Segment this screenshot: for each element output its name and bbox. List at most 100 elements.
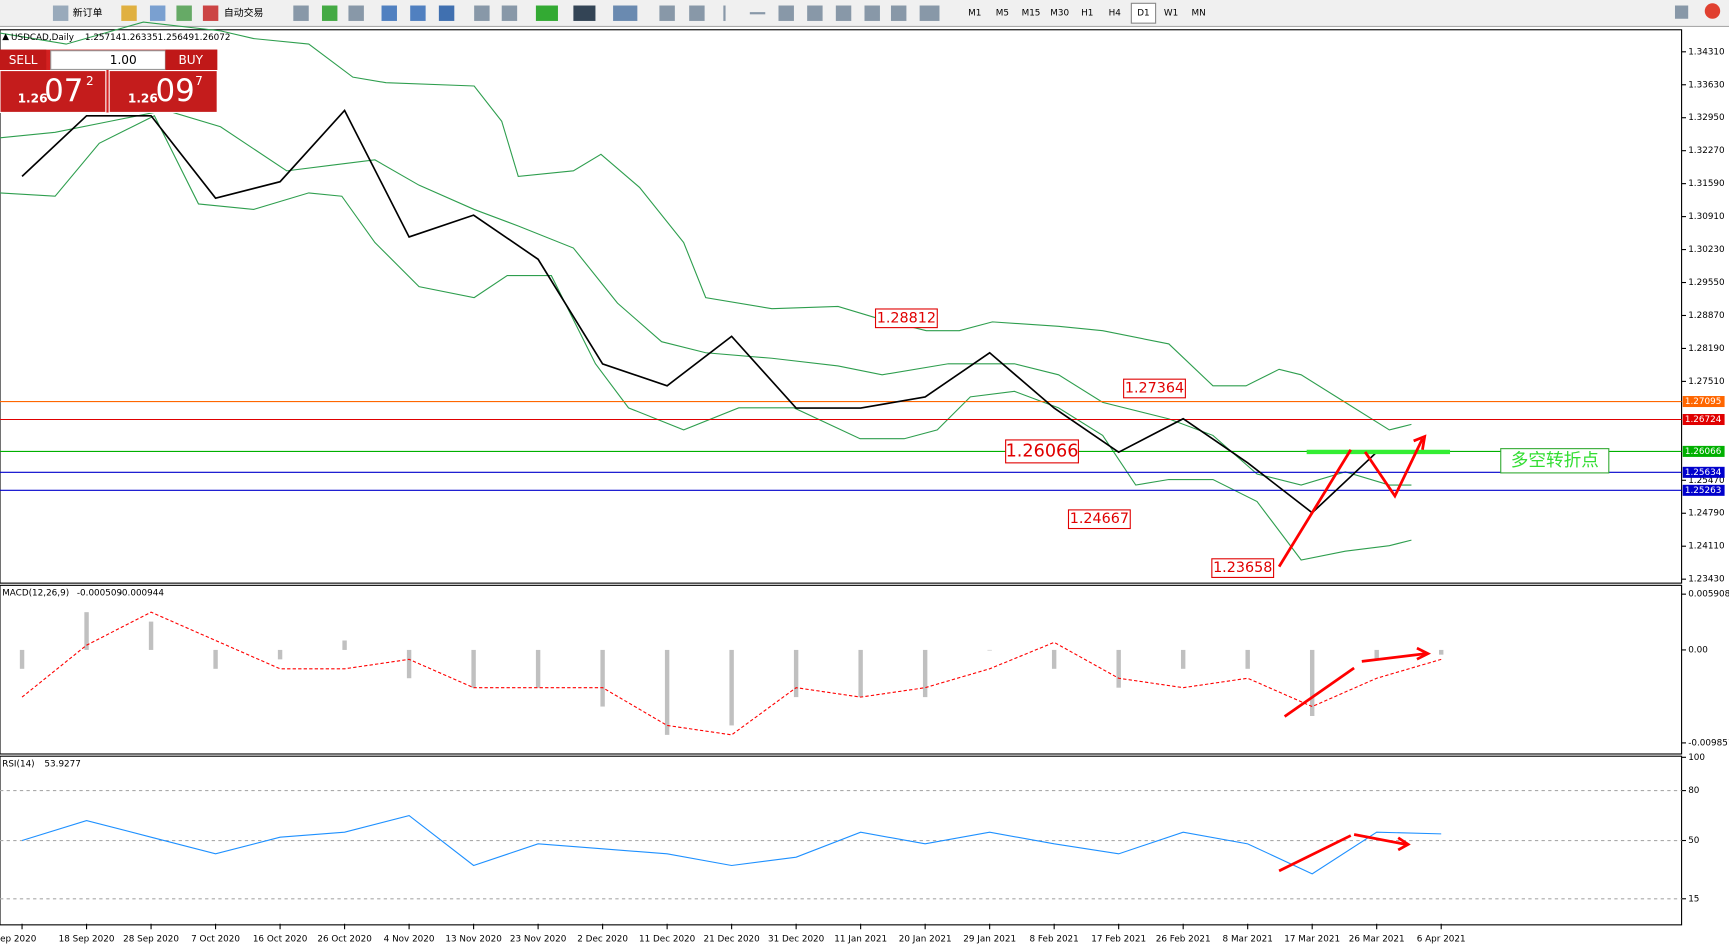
x-tick-label: 17 Mar 2021 — [1284, 935, 1340, 945]
histogram-bar — [19, 649, 25, 669]
price-annotation: 1.24667 — [1070, 511, 1129, 527]
timeframe[interactable]: H1 — [1081, 9, 1093, 19]
y-tick-label: 1.34310 — [1688, 47, 1725, 57]
x-tick-label: 23 Nov 2020 — [510, 935, 567, 945]
series-line — [21, 611, 1442, 736]
timeframe[interactable]: D1 — [1137, 9, 1149, 19]
y-tick-label: 1.32270 — [1688, 146, 1725, 156]
icon-auto-trading[interactable] — [202, 5, 219, 21]
series-line — [21, 109, 1442, 514]
x-tick-label: 11 Jan 2021 — [834, 935, 887, 945]
icon[interactable] — [176, 5, 192, 21]
header-value: 1.26335 — [121, 33, 157, 43]
buy-label[interactable]: BUY — [178, 53, 203, 67]
header-symbol: USDCAD,Daily — [11, 33, 74, 43]
x-tick-label: 26 Mar 2021 — [1349, 935, 1405, 945]
level-label-box — [1682, 466, 1725, 478]
price-annotation-box — [1123, 378, 1186, 399]
header-values: 1.25714 1.26335 1.25649 1.26072 — [85, 33, 231, 43]
y-tick-label: 1.28870 — [1688, 311, 1725, 321]
level-label: 1.26724 — [1685, 415, 1722, 425]
y-tick-label: 1.30230 — [1688, 245, 1725, 255]
auto-trading[interactable]: 自动交易 — [224, 6, 264, 19]
x-tick-label: 21 Dec 2020 — [703, 935, 760, 945]
level-label: 1.25263 — [1685, 486, 1721, 496]
chart-symbol: ▲ — [2, 32, 9, 42]
lot-box[interactable] — [50, 50, 166, 70]
timeframe[interactable]: MN — [1192, 9, 1206, 19]
price-annotation: 1.26066 — [1006, 441, 1079, 461]
histogram-bar — [84, 612, 89, 650]
histogram-bar — [1180, 649, 1186, 669]
level-label: 1.27095 — [1685, 397, 1721, 407]
timeframe[interactable]: M15 — [1022, 9, 1041, 19]
timeframe[interactable]: W1 — [1164, 9, 1178, 19]
x-tick-label: 2 Dec 2020 — [577, 935, 628, 945]
x-tick-label: 17 Feb 2021 — [1091, 935, 1146, 945]
histogram-bar — [342, 640, 347, 650]
price-annotation: 1.28812 — [877, 310, 936, 326]
histogram-bar — [1245, 649, 1250, 669]
histogram-bar — [600, 649, 605, 707]
timeframe[interactable]: M30 — [1050, 9, 1069, 19]
x-tick-label: 4 Nov 2020 — [384, 935, 435, 945]
sell-label[interactable]: SELL — [9, 53, 38, 67]
selected-timeframe — [1130, 2, 1157, 24]
level-label-box — [1682, 413, 1725, 426]
buy-price-head: 1.26 — [128, 92, 158, 106]
header-value: 1.26072 — [194, 33, 230, 43]
buy-price-big: 09 — [155, 73, 194, 109]
x-tick-label: 29 Jan 2021 — [963, 935, 1016, 945]
price-annotation-box — [1005, 439, 1079, 464]
timeframe[interactable]: M5 — [996, 9, 1009, 19]
lot-size[interactable]: 1.00 — [110, 53, 137, 67]
x-tick-label: Sep 2020 — [0, 935, 37, 945]
sell-button[interactable] — [0, 49, 47, 71]
x-tick-label: 7 Oct 2020 — [191, 935, 240, 945]
x-tick-label: 8 Mar 2021 — [1223, 935, 1273, 945]
x-tick-label: 13 Nov 2020 — [445, 935, 502, 945]
icon[interactable] — [149, 5, 166, 21]
drawn-arrows — [1277, 434, 1451, 873]
indicator-reading: -0.000944 — [119, 589, 165, 599]
y-tick-label: 1.23430 — [1688, 575, 1725, 585]
price-annotation-box — [874, 308, 938, 329]
y-tick-label: 1.32950 — [1688, 113, 1725, 123]
y-tick-label: 1.29550 — [1688, 278, 1725, 288]
timeframe[interactable]: M1 — [968, 9, 981, 19]
buy-price-box[interactable] — [108, 69, 218, 113]
buy-button[interactable] — [165, 49, 218, 71]
price-annotation: 1.23658 — [1213, 560, 1272, 576]
toolbar-icons — [293, 3, 1721, 21]
sell-price-big: 07 — [44, 73, 83, 109]
indicator-reading: 53.9277 — [44, 759, 80, 769]
x-tick-label: 31 Dec 2020 — [768, 935, 825, 945]
icon[interactable] — [121, 5, 137, 21]
icon-new-order[interactable] — [52, 5, 69, 21]
x-tick-label: 20 Jan 2021 — [899, 935, 952, 945]
plot-layer: Sep 2020 18 Sep 2020 28 Sep 2020 7 Oct 2020… — [0, 47, 1729, 945]
level-label: 1.26066 — [1685, 447, 1722, 457]
indicator-reading: -0.000509 — [77, 589, 122, 599]
level-label-box — [1682, 445, 1725, 457]
note-box — [1500, 448, 1610, 474]
y-tick-label: -0.009851 — [1688, 738, 1729, 748]
histogram-bar — [148, 621, 154, 650]
new-order[interactable]: 新订单 — [73, 6, 103, 19]
y-tick-label: 1.31590 — [1688, 179, 1725, 189]
header-value: 1.25649 — [158, 33, 194, 43]
header-value: 1.25714 — [85, 33, 122, 43]
sell-price-box[interactable] — [0, 69, 107, 113]
level-label-box — [1682, 484, 1725, 496]
y-tick-label: 1.25470 — [1688, 476, 1725, 486]
x-tick-label: 26 Feb 2021 — [1156, 935, 1211, 945]
x-tick-label: 11 Dec 2020 — [639, 935, 696, 945]
histogram-bar — [213, 649, 218, 669]
price-annotation-box — [1067, 509, 1131, 530]
histogram-bar — [987, 649, 992, 651]
timeframe[interactable]: H4 — [1109, 9, 1122, 19]
histogram-bar — [858, 649, 863, 698]
price-annotation-box — [1211, 558, 1275, 578]
